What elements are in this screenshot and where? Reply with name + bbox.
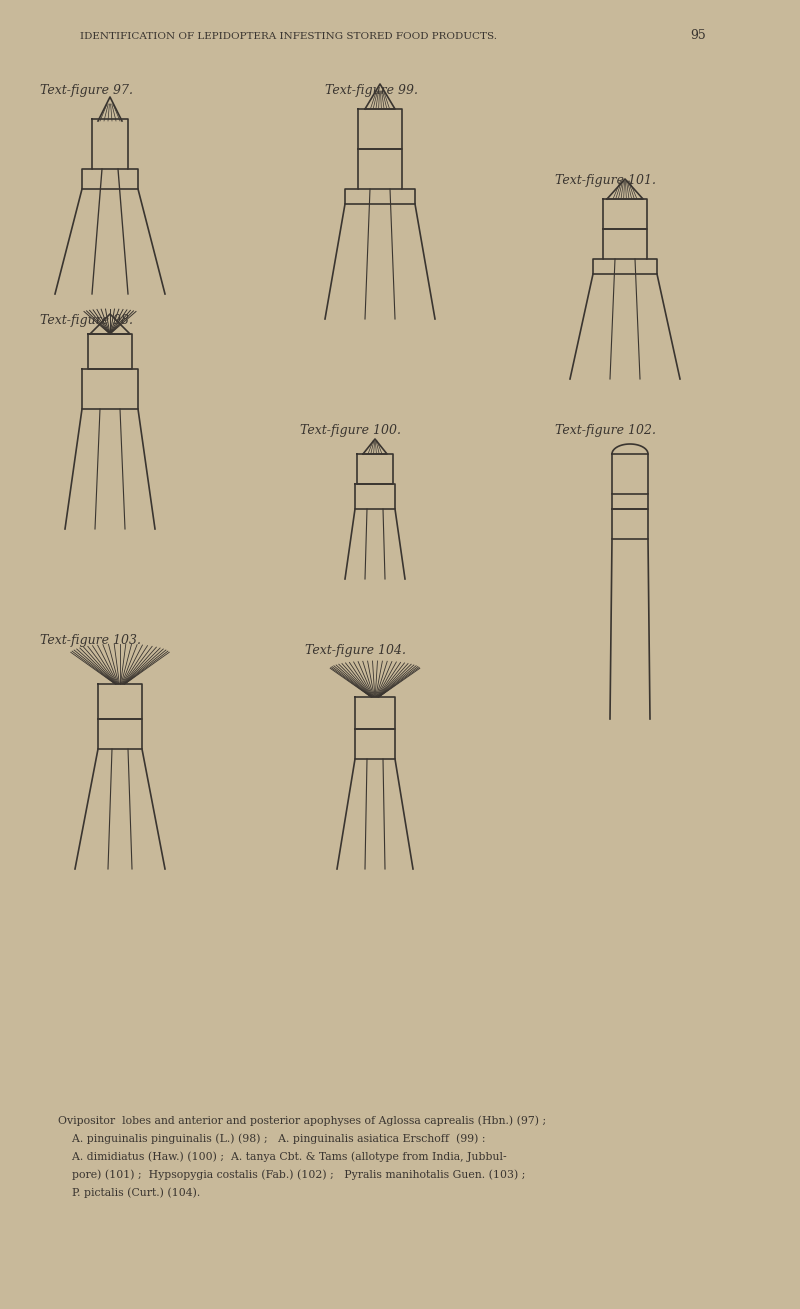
Text: Text-figure 98.: Text-figure 98. [40, 314, 133, 327]
Text: Text-figure 99.: Text-figure 99. [325, 84, 418, 97]
Text: 95: 95 [690, 29, 706, 42]
Text: Ovipositor  lobes and anterior and posterior apophyses of Aglossa caprealis (Hbn: Ovipositor lobes and anterior and poster… [58, 1115, 546, 1126]
Text: Text-figure 103.: Text-figure 103. [40, 634, 141, 647]
Text: Text-figure 101.: Text-figure 101. [555, 174, 656, 187]
Text: Text-figure 104.: Text-figure 104. [305, 644, 406, 657]
Text: P. pictalis (Curt.) (104).: P. pictalis (Curt.) (104). [58, 1187, 200, 1198]
Text: A. pinguinalis pinguinalis (L.) (98) ;   A. pinguinalis asiatica Erschoff  (99) : A. pinguinalis pinguinalis (L.) (98) ; A… [58, 1134, 486, 1144]
Text: IDENTIFICATION OF LEPIDOPTERA INFESTING STORED FOOD PRODUCTS.: IDENTIFICATION OF LEPIDOPTERA INFESTING … [80, 31, 497, 41]
Text: pore) (101) ;  Hypsopygia costalis (Fab.) (102) ;   Pyralis manihotalis Guen. (1: pore) (101) ; Hypsopygia costalis (Fab.)… [58, 1169, 526, 1179]
Text: Text-figure 100.: Text-figure 100. [300, 424, 401, 437]
Text: Text-figure 97.: Text-figure 97. [40, 84, 133, 97]
Text: Text-figure 102.: Text-figure 102. [555, 424, 656, 437]
Text: A. dimidiatus (Haw.) (100) ;  A. tanya Cbt. & Tams (allotype from India, Jubbul-: A. dimidiatus (Haw.) (100) ; A. tanya Cb… [58, 1152, 506, 1162]
